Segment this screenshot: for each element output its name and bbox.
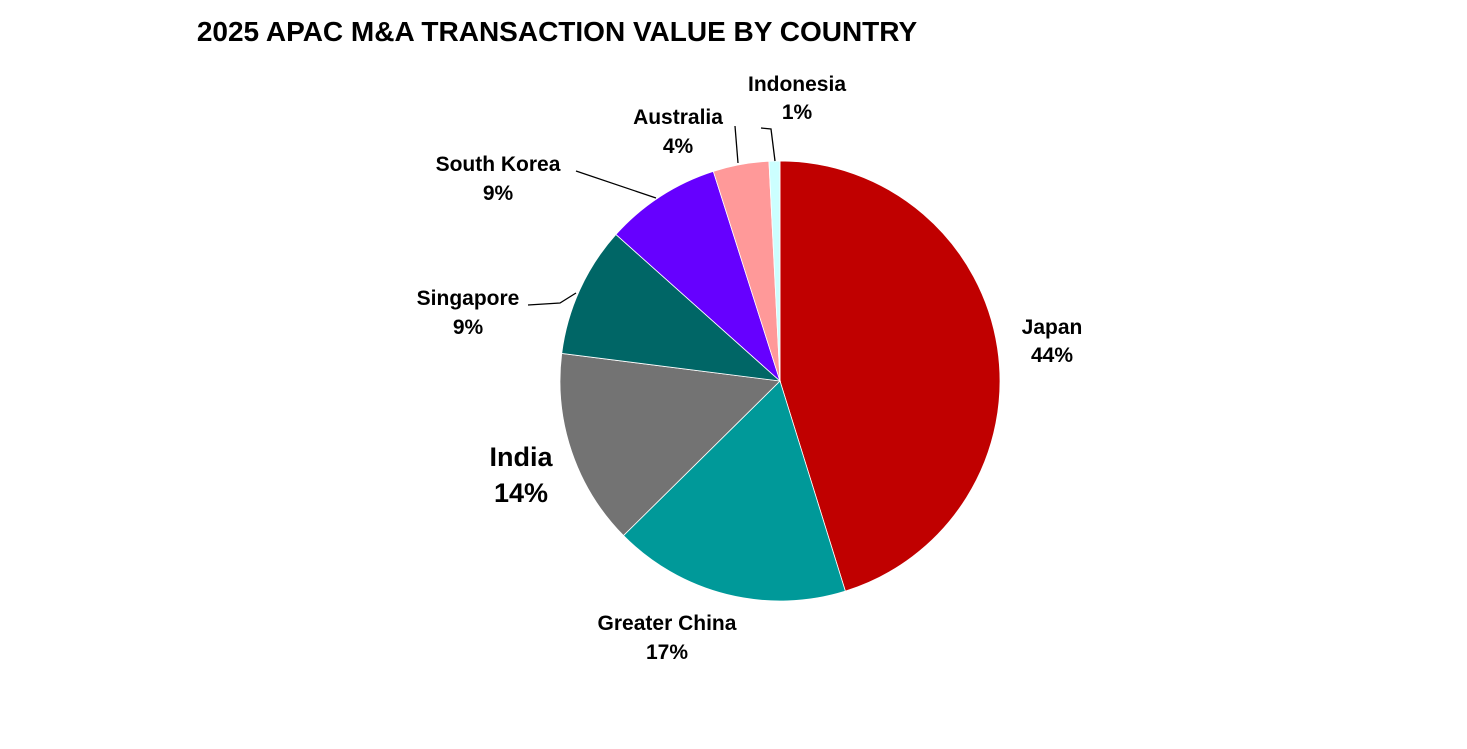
slice-percent-australia: 4% [663, 135, 694, 158]
leader-line-south-korea [575, 170, 657, 199]
leader-line-singapore [527, 292, 577, 306]
pie-slice-india [559, 352, 781, 537]
data-labels: Japan 44% Greater China 17% India 14% Singapor… [417, 73, 1083, 664]
slice-label-australia: Australia [633, 106, 723, 129]
slice-label-india: India [489, 442, 553, 472]
slice-percent-south-korea: 9% [483, 182, 514, 205]
pie-slices [559, 160, 1001, 602]
leader-lines [527, 125, 776, 306]
chart-title: 2025 APAC M&A TRANSACTION VALUE BY COUNT… [197, 16, 918, 47]
slice-label-south-korea: South Korea [436, 153, 561, 176]
slice-label-japan: Japan [1022, 316, 1083, 339]
leader-line-indonesia [760, 127, 776, 162]
slice-label-indonesia: Indonesia [748, 73, 846, 96]
slice-percent-greater-china: 17% [646, 641, 688, 664]
slice-percent-india: 14% [494, 478, 548, 508]
slice-percent-indonesia: 1% [782, 101, 813, 124]
leader-line-australia [734, 125, 739, 164]
slice-label-greater-china: Greater China [598, 612, 737, 635]
pie-slice-indonesia [768, 160, 781, 382]
slice-percent-singapore: 9% [453, 316, 484, 339]
pie-slice-south-korea [615, 170, 781, 383]
slice-percent-japan: 44% [1031, 344, 1073, 367]
pie-slice-japan [779, 160, 1001, 592]
pie-slice-greater-china [622, 380, 846, 602]
pie-slice-singapore [561, 233, 782, 382]
slice-label-singapore: Singapore [417, 287, 520, 310]
